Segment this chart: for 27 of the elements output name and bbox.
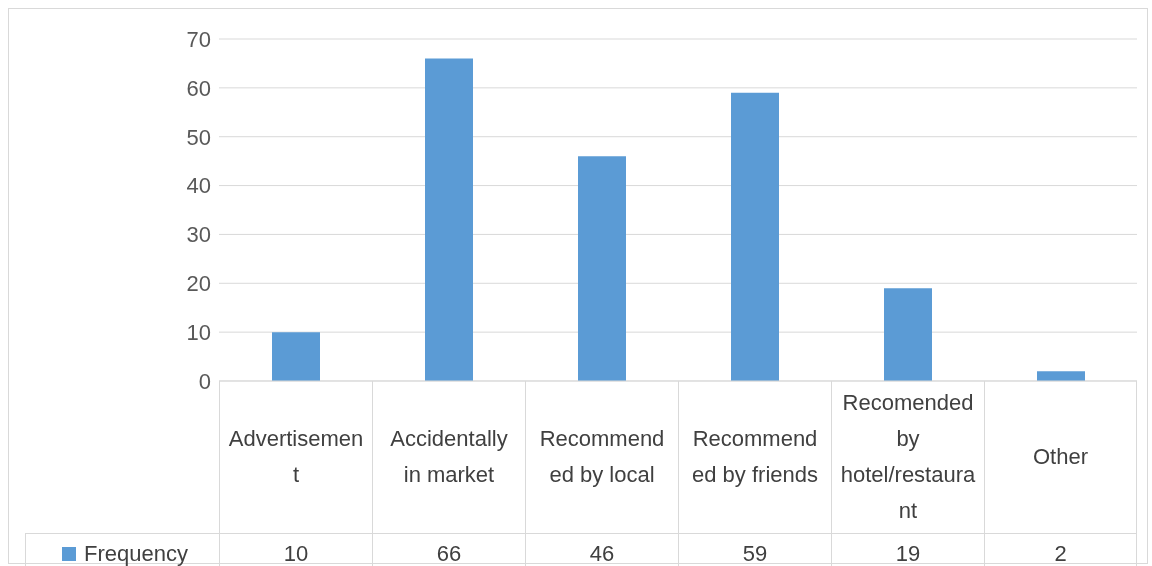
y-tick-label: 60 bbox=[186, 75, 211, 101]
data-label: 66 bbox=[372, 534, 525, 566]
y-tick-label: 20 bbox=[186, 271, 211, 297]
data-label: 46 bbox=[525, 534, 678, 566]
x-tick-label: Recomended by hotel/restaurant bbox=[840, 389, 976, 525]
y-tick-label: 70 bbox=[186, 26, 211, 52]
y-tick-label: 10 bbox=[186, 319, 211, 345]
data-label: 2 bbox=[984, 534, 1137, 566]
data-label: 19 bbox=[831, 534, 984, 566]
data-label: 59 bbox=[678, 534, 831, 566]
x-tick-label: Recommended by friends bbox=[691, 425, 819, 489]
data-label: 10 bbox=[219, 534, 372, 566]
bar bbox=[1037, 371, 1085, 381]
bar bbox=[578, 156, 626, 381]
legend-label: Frequency bbox=[84, 541, 188, 566]
y-tick-label: 0 bbox=[198, 368, 211, 394]
bar bbox=[884, 288, 932, 381]
bar bbox=[731, 92, 779, 381]
x-tick-label: Advertisement bbox=[228, 425, 364, 489]
y-tick-label: 40 bbox=[186, 173, 211, 199]
bar bbox=[425, 58, 473, 381]
bar bbox=[272, 332, 320, 381]
y-tick-label: 30 bbox=[186, 222, 211, 248]
x-tick-label: Accidentally in market bbox=[389, 425, 509, 489]
x-tick-label: Other bbox=[1032, 443, 1089, 471]
y-tick-label: 50 bbox=[186, 124, 211, 150]
x-tick-label: Recommended by local bbox=[538, 425, 666, 489]
